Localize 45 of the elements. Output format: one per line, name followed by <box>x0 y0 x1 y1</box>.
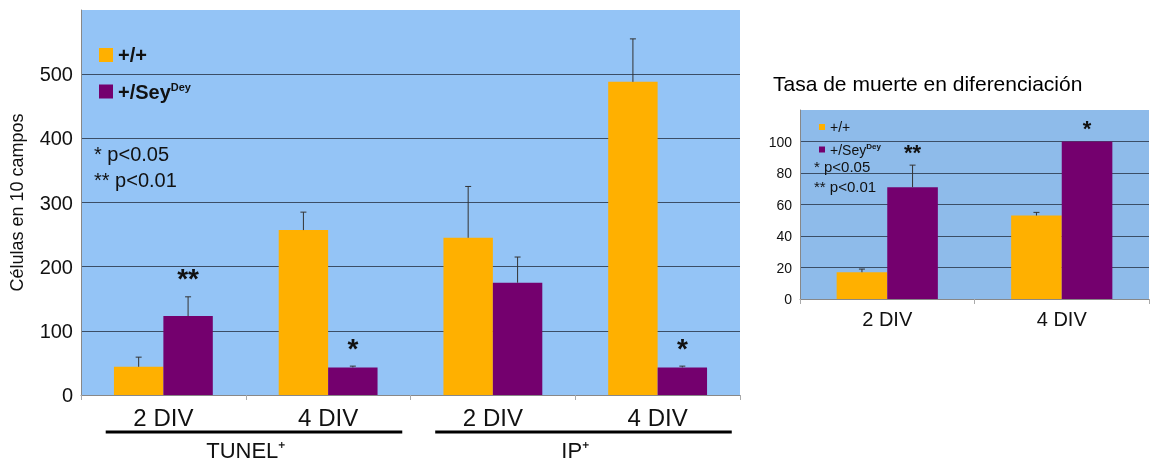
bar <box>887 187 938 299</box>
x-tick-label: 2 DIV <box>862 308 913 330</box>
y-tick-label: 80 <box>776 165 793 181</box>
annotation: ** p<0.01 <box>814 178 877 195</box>
annotation: * p<0.05 <box>94 143 170 165</box>
data-label: * <box>347 332 359 364</box>
y-tick-label: 40 <box>776 228 793 244</box>
data-label: ** <box>177 263 200 295</box>
y-axis-title: Células en 10 campos <box>7 113 27 292</box>
bar <box>278 230 329 395</box>
legend-label: +/+ <box>118 44 147 66</box>
data-label: * <box>676 332 688 364</box>
bar <box>657 367 708 395</box>
bar <box>328 367 378 395</box>
bar <box>163 316 213 395</box>
y-tick-label: 100 <box>39 319 73 342</box>
y-tick-label: 300 <box>39 191 73 214</box>
x-tick-label: 4 DIV <box>298 403 359 431</box>
y-tick-label: 100 <box>768 133 793 150</box>
y-tick-label: 0 <box>61 384 73 406</box>
bar <box>113 366 164 395</box>
annotation: ** p<0.01 <box>94 169 177 191</box>
x-tick-label: 4 DIV <box>627 403 688 431</box>
bar <box>443 237 493 395</box>
data-label: ** <box>903 139 922 165</box>
x-tick-label: 2 DIV <box>133 403 194 431</box>
data-label: * <box>1082 116 1092 141</box>
bar <box>1061 141 1113 299</box>
y-tick-label: 0 <box>784 291 793 307</box>
x-tick-label: 4 DIV <box>1036 308 1088 330</box>
y-tick-label: 60 <box>776 196 793 213</box>
text: IP⁺ <box>561 437 590 463</box>
annotation: * p<0.05 <box>814 158 871 175</box>
y-tick-label: 500 <box>39 63 73 86</box>
legend-label: +/+ <box>830 119 851 135</box>
text: TUNEL⁺ <box>206 437 286 463</box>
chart-title: Tasa de muerte en diferenciación <box>773 72 1083 95</box>
y-tick-label: 20 <box>776 259 793 276</box>
bar <box>492 282 543 395</box>
y-tick-label: 200 <box>39 255 73 278</box>
bar <box>608 81 658 395</box>
bar <box>836 272 888 299</box>
x-tick-label: 2 DIV <box>462 403 523 431</box>
y-tick-label: 400 <box>39 127 73 150</box>
bar <box>1011 215 1062 299</box>
